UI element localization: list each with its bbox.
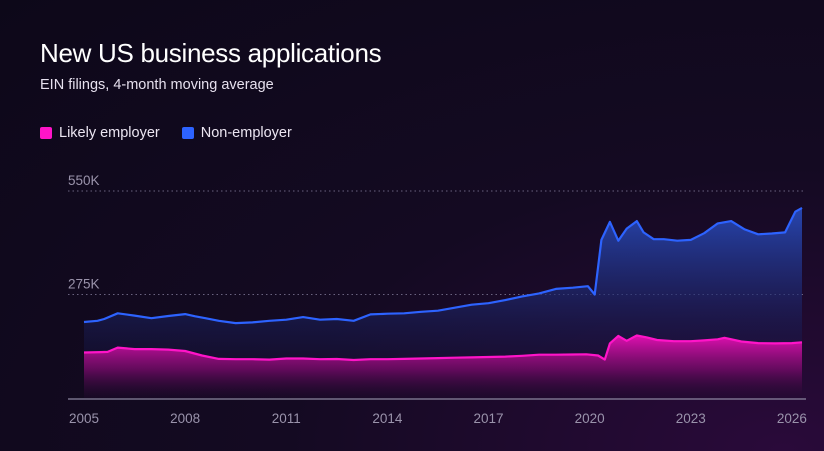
x-tick-label-2008: 2008 bbox=[170, 411, 200, 426]
x-tick-label-2020: 2020 bbox=[575, 411, 605, 426]
x-tick-label-2005: 2005 bbox=[69, 411, 99, 426]
y-tick-label-275k: 275K bbox=[68, 277, 100, 292]
legend-label-likely-employer: Likely employer bbox=[59, 125, 160, 141]
x-tick-label-2023: 2023 bbox=[676, 411, 706, 426]
legend-label-non-employer: Non-employer bbox=[200, 125, 292, 141]
x-tick-label-2011: 2011 bbox=[272, 411, 301, 426]
line-likely-employer bbox=[83, 334, 803, 362]
grid-layer: 275K 550K bbox=[68, 173, 806, 295]
legend: Likely employer Non-employer bbox=[40, 125, 292, 141]
axis-layer: 2005 2008 2011 2014 2017 2020 2023 2026 bbox=[68, 398, 807, 426]
legend-item-likely-employer: Likely employer bbox=[40, 125, 160, 141]
x-tick-label-2014: 2014 bbox=[372, 411, 403, 426]
x-tick-label-2026: 2026 bbox=[777, 411, 807, 426]
legend-item-non-employer: Non-employer bbox=[181, 125, 292, 141]
legend-swatch-non-employer bbox=[181, 127, 194, 139]
y-tick-label-550k: 550K bbox=[68, 173, 100, 188]
line-non-employer bbox=[83, 206, 803, 325]
legend-swatch-likely-employer bbox=[40, 127, 52, 139]
chart-subtitle: EIN filings, 4-month moving average bbox=[40, 77, 274, 93]
chart-title: New US business applications bbox=[40, 38, 382, 68]
area-likely-employer bbox=[84, 335, 802, 398]
area-layer bbox=[83, 206, 803, 398]
x-tick-label-2017: 2017 bbox=[473, 411, 503, 426]
